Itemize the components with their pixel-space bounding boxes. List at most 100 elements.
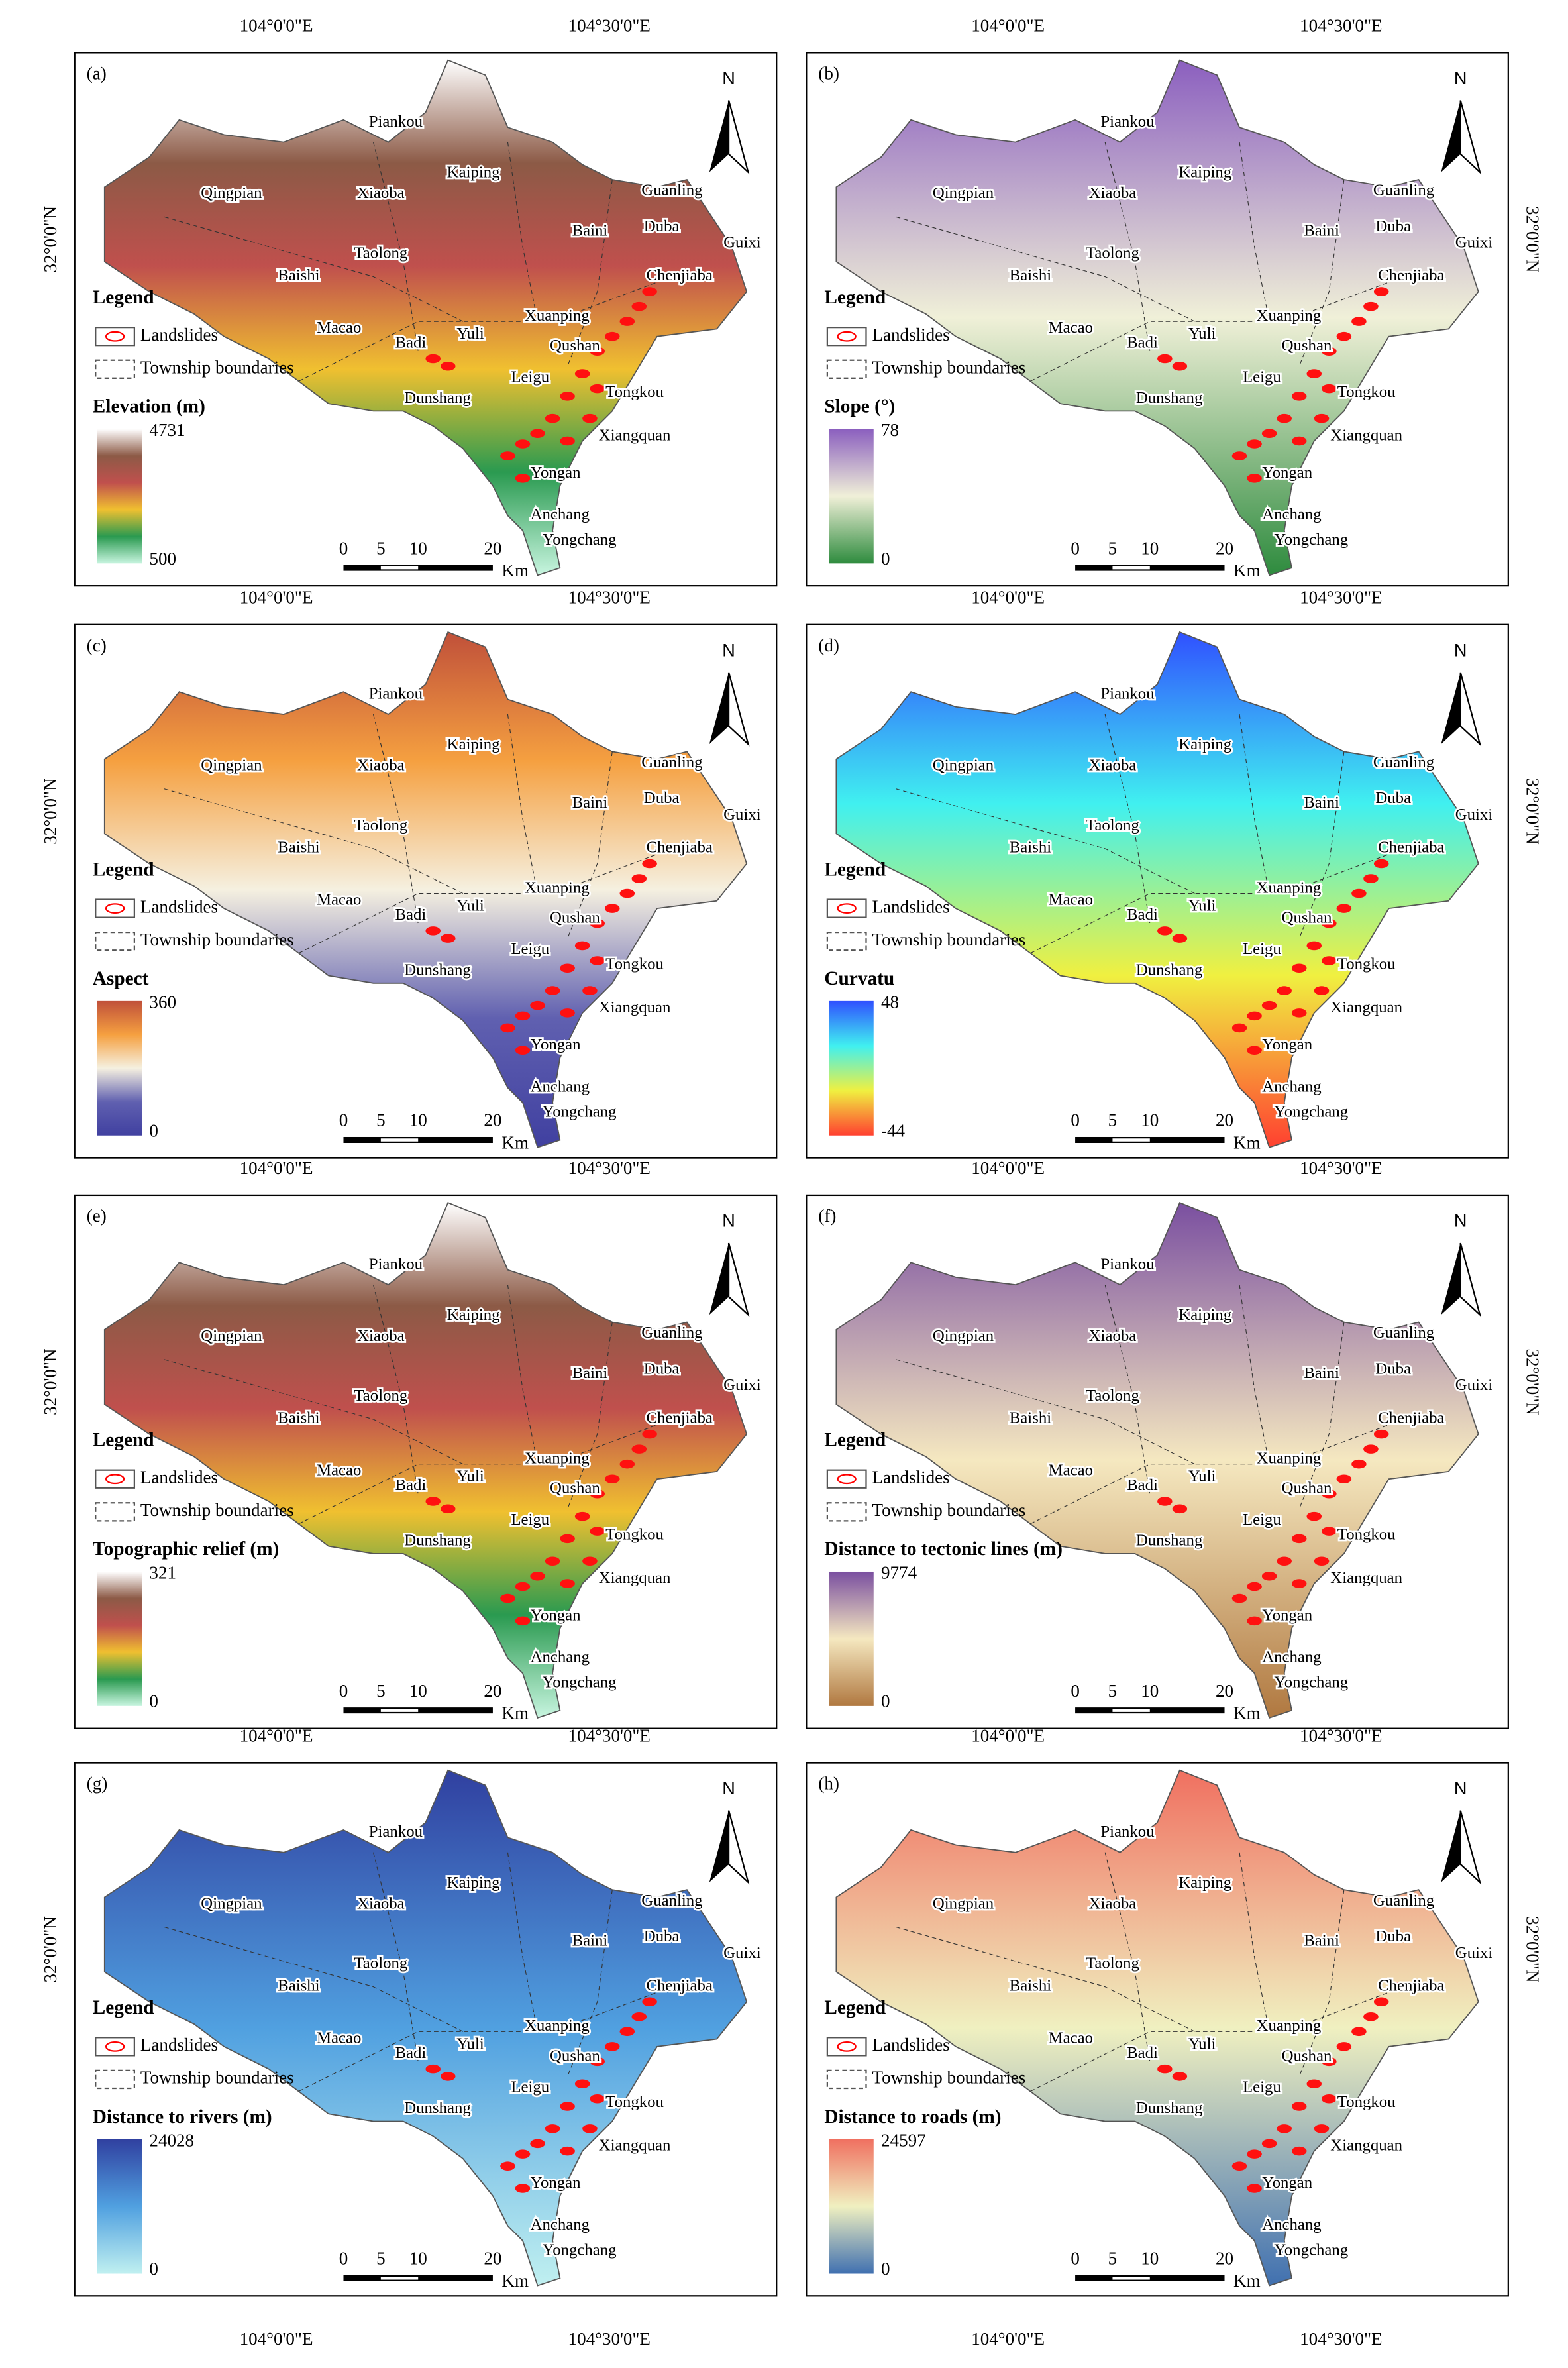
longitude-label: 104°0'0"E <box>240 1158 313 1178</box>
township-boundary <box>164 216 464 322</box>
study-area <box>103 1769 748 2287</box>
longitude-label: 104°30'0"E <box>1300 1725 1382 1745</box>
township-boundary <box>298 1986 672 2092</box>
longitude-label: 104°0'0"E <box>240 588 313 608</box>
legend-landslide <box>837 903 857 914</box>
township-label: Piankou <box>1100 113 1154 131</box>
legend-box <box>95 327 136 347</box>
township-label: Xiaoba <box>357 1327 405 1345</box>
township-label: Guixi <box>1455 806 1493 824</box>
landslide <box>530 429 545 438</box>
township-label: Xiangquan <box>599 2137 671 2155</box>
latitude-label: 32°0'0"N <box>40 778 60 844</box>
legend-box <box>95 898 136 918</box>
legend-item: Township boundaries <box>140 2068 294 2088</box>
township-label: Tongkou <box>1337 383 1396 401</box>
landslide <box>1261 1571 1277 1581</box>
legend-box <box>826 327 867 347</box>
scale-tick: 10 <box>1141 1681 1159 1701</box>
landslide <box>1291 392 1307 401</box>
landslide <box>1314 2124 1330 2133</box>
landslide <box>1157 2064 1173 2074</box>
scale-tick: 10 <box>409 1681 427 1701</box>
township-label: Macao <box>1049 2029 1093 2047</box>
township-label: Taolong <box>1086 816 1139 834</box>
township-label: Yongan <box>1262 2174 1313 2192</box>
landslide <box>425 926 441 936</box>
landslide <box>1247 1011 1262 1021</box>
north-label: N <box>1454 1778 1467 1798</box>
scale-tick: 5 <box>1108 2248 1118 2268</box>
legend-landslide <box>105 2041 125 2052</box>
township-label: Baishi <box>1010 1976 1051 1994</box>
scale-unit: Km <box>501 561 529 580</box>
township-label: Yongchang <box>1274 531 1348 549</box>
landslide <box>1247 2149 1262 2159</box>
north-arrow <box>1459 1242 1482 1317</box>
landslide <box>515 2184 531 2193</box>
township-boundary <box>1239 1852 1270 2032</box>
township-label: Qushan <box>550 1480 600 1497</box>
scale-tick: 5 <box>376 1110 386 1130</box>
landslide <box>642 859 657 869</box>
landslide <box>1322 2057 1337 2067</box>
legend-item: Township boundaries <box>140 930 294 949</box>
scale-tick: 0 <box>1071 1110 1080 1130</box>
longitude-label: 104°30'0"E <box>1300 2329 1382 2349</box>
landslide <box>1231 451 1247 460</box>
township-label: Leigu <box>511 368 549 386</box>
colorbar <box>829 1000 874 1136</box>
township-label: Xiangquan <box>1330 426 1402 444</box>
longitude-label: 104°0'0"E <box>971 15 1045 35</box>
scale-tick: 0 <box>1071 2248 1080 2268</box>
township-boundary <box>1104 142 1151 352</box>
township-label: Badi <box>395 906 427 924</box>
landslide <box>1157 926 1173 936</box>
township-label: Badi <box>1127 906 1158 924</box>
landslide <box>545 413 560 423</box>
township-label: Yongchang <box>543 1103 617 1121</box>
township-label: Yongchang <box>1274 1674 1348 1692</box>
landslide <box>1291 2146 1307 2156</box>
township-boundary <box>298 276 672 382</box>
landslide <box>1306 369 1322 378</box>
legend-box <box>95 1502 136 1522</box>
township-label: Qushan <box>550 337 600 354</box>
landslide <box>425 2064 441 2074</box>
landslide <box>631 301 647 311</box>
township-label: Guixi <box>1455 234 1493 252</box>
landslide <box>1291 1579 1307 1588</box>
landslide <box>582 986 598 995</box>
township-label: Taolong <box>1086 244 1139 262</box>
north-label: N <box>722 640 735 660</box>
latitude-label: 32°0'0"N <box>40 1916 60 1982</box>
landslide <box>631 874 647 883</box>
legend-item: Landslides <box>872 2035 950 2055</box>
township-label: Qingpian <box>201 1327 262 1345</box>
township-label: Taolong <box>354 816 407 834</box>
north-label: N <box>1454 1211 1467 1231</box>
township-label: Leigu <box>1243 2078 1281 2096</box>
township-boundary <box>1298 751 1345 939</box>
township-label: Tongkou <box>605 955 664 973</box>
colorbar-title: Distance to roads (m) <box>824 2106 1001 2127</box>
legend-landslide <box>837 1474 857 1485</box>
landslide <box>1336 331 1352 341</box>
longitude-label: 104°30'0"E <box>568 15 651 35</box>
township-label: Kaiping <box>447 164 500 182</box>
landslide <box>1336 904 1352 913</box>
township-label: Piankou <box>1100 1256 1154 1273</box>
township-boundary <box>507 714 539 894</box>
latitude-label: 32°0'0"N <box>1522 206 1542 272</box>
scale-unit: Km <box>1233 1703 1261 1723</box>
landslide <box>425 354 441 364</box>
township-label: Yuli <box>1188 897 1216 915</box>
colorbar-title: Elevation (m) <box>93 396 205 417</box>
township-label: Macao <box>1049 891 1093 909</box>
township-label: Duba <box>644 1360 680 1377</box>
township-label: Yongan <box>1262 1036 1313 1053</box>
colorbar-max: 24597 <box>881 2130 926 2150</box>
township-label: Leigu <box>1243 368 1281 386</box>
landslide <box>515 2149 531 2159</box>
township-label: Xuanping <box>1257 879 1322 896</box>
